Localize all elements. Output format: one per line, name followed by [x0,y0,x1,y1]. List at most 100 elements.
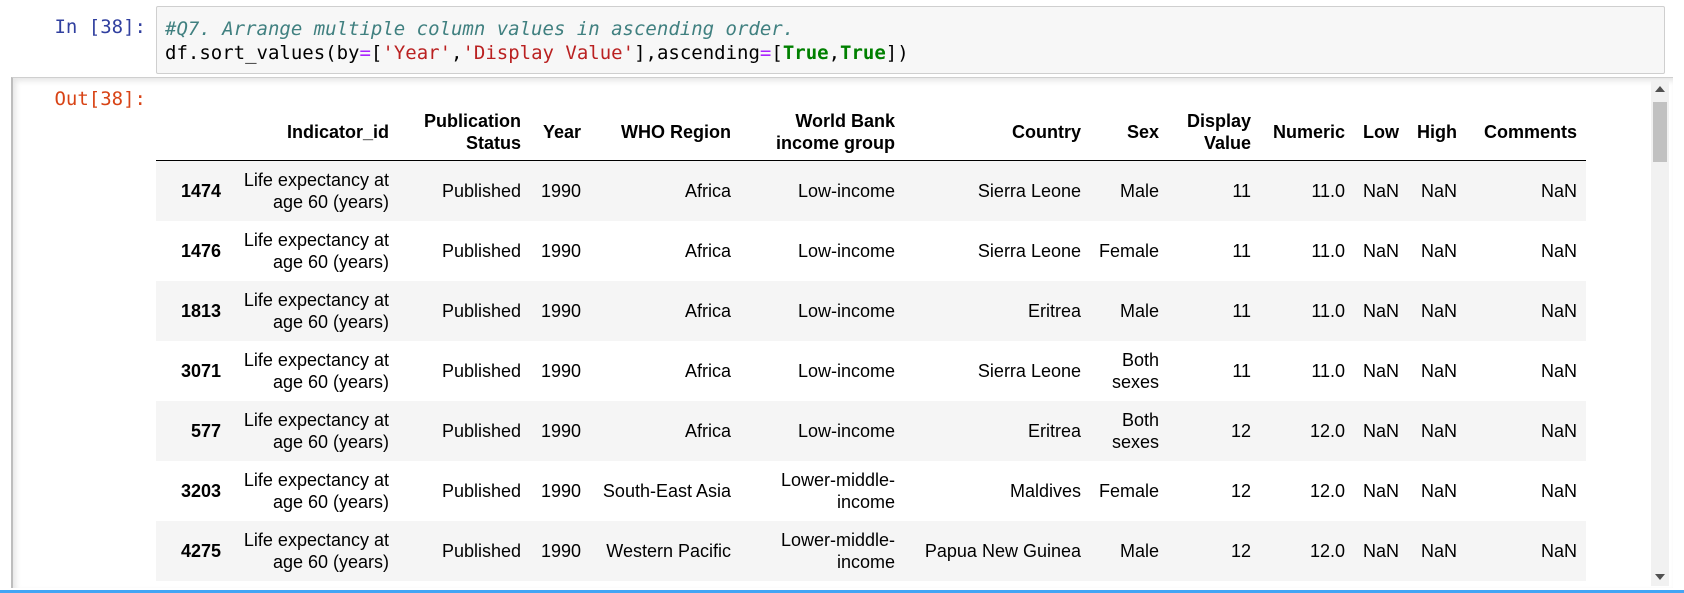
vertical-scrollbar[interactable] [1651,80,1669,586]
column-header: Indicator_id [230,104,398,161]
table-row: 577 Life expectancy at age 60 (years) Pu… [156,401,1587,461]
code-comment-line: #Q7. Arrange multiple column values in a… [165,18,795,40]
table-cell: 11 [1232,301,1252,321]
column-header: WHO Region [590,104,740,161]
row-index: 1813 [180,301,221,321]
table-cell: 11.0 [1311,301,1346,321]
table-cell: Male [1120,181,1160,201]
table-cell: NaN [1363,541,1400,561]
table-cell: 11 [1232,241,1252,261]
code-keyword: True [782,42,829,64]
table-cell: Female [1099,481,1160,501]
table-cell: Male [1120,541,1160,561]
table-cell: Sierra Leone [977,241,1081,261]
table-cell: Male [1120,301,1160,321]
row-index: 577 [190,421,221,441]
table-header-row: Indicator_id Publication Status Year WHO… [156,104,1587,161]
table-row: 3203 Life expectancy at age 60 (years) P… [156,461,1586,521]
table-cell: 11 [1232,181,1252,201]
column-header: Low [1354,104,1409,161]
code-line: df.sort_values(by=['Year','Display Value… [165,41,1664,65]
table-cell: 11.0 [1311,361,1346,381]
table-cell: Life expectancy at age 60 (years) [243,290,389,332]
table-cell: 12.0 [1309,541,1346,561]
table-cell: 1990 [540,541,581,561]
table-row: 4275 Life expectancy at age 60 (years) P… [156,521,1587,581]
next-cell-selection-bar [0,590,1684,593]
table-cell: 11 [1232,361,1252,381]
code-token: , [451,42,463,64]
table-cell: Eritrea [1027,301,1081,321]
scrollbar-thumb[interactable] [1653,102,1667,162]
code-keyword: True [840,42,886,64]
table-cell: Low-income [797,181,895,201]
table-cell: 12.0 [1309,421,1346,441]
code-string: 'Year' [382,42,452,64]
table-cell: 11.0 [1311,181,1346,201]
table-cell: Life expectancy at age 60 (years) [243,410,389,452]
table-cell: 1990 [540,361,581,381]
table-cell: 12.0 [1309,481,1346,501]
column-header: Numeric [1260,104,1355,161]
table-cell: 1990 [540,481,581,501]
column-header: World Bank income group [740,104,904,161]
table-cell: Both sexes [1112,350,1160,392]
scroll-up-arrow-icon[interactable] [1655,86,1665,92]
dataframe-table: Indicator_id Publication Status Year WHO… [156,104,1587,581]
table-cell: Africa [684,361,731,381]
table-cell: South-East Asia [602,481,731,501]
column-header: Country [904,104,1090,161]
input-prompt: In [38]: [54,16,146,38]
table-cell: 12 [1231,541,1252,561]
row-index: 4275 [180,541,221,561]
table-cell: NaN [1541,541,1578,561]
table-cell: NaN [1541,241,1578,261]
table-cell: Papua New Guinea [924,541,1081,561]
code-token: ]) [885,42,909,64]
table-cell: Africa [684,181,731,201]
code-editor[interactable]: #Q7. Arrange multiple column values in a… [156,6,1665,74]
table-cell: Published [441,421,521,441]
table-cell: Published [441,541,521,561]
table-row: 3071 Life expectancy at age 60 (years) P… [156,341,1586,401]
table-cell: NaN [1363,301,1400,321]
table-cell: 12 [1231,421,1252,441]
code-token: [ [370,42,383,64]
table-cell: Published [441,481,521,501]
table-cell: Life expectancy at age 60 (years) [243,530,389,572]
table-cell: Africa [684,421,731,441]
table-cell: Published [441,301,521,321]
table-cell: NaN [1363,361,1400,381]
table-cell: NaN [1541,361,1578,381]
table-cell: Eritrea [1027,421,1081,441]
code-token: = [359,42,371,64]
table-cell: Low-income [797,241,895,261]
column-header: Comments [1466,104,1587,161]
table-cell: Published [441,361,521,381]
table-cell: Published [441,181,521,201]
row-index: 1476 [180,241,221,261]
table-cell: Life expectancy at age 60 (years) [243,470,389,512]
table-cell: Both sexes [1112,410,1160,452]
code-string: 'Display Value' [462,42,635,64]
table-cell: NaN [1421,241,1458,261]
table-cell: Sierra Leone [977,361,1081,381]
table-cell: Low-income [797,301,895,321]
output-scroll-area[interactable]: Indicator_id Publication Status Year WHO… [156,80,1651,587]
table-cell: Life expectancy at age 60 (years) [243,230,389,272]
column-header: Publication Status [398,104,530,161]
table-cell: NaN [1421,181,1458,201]
table-cell: Sierra Leone [977,181,1081,201]
table-cell: Low-income [797,361,895,381]
table-cell: Lower-middle-income [780,470,895,512]
column-header: High [1408,104,1467,161]
column-header: Year [530,104,590,161]
scroll-down-arrow-icon[interactable] [1655,574,1665,580]
column-header: Sex [1090,104,1169,161]
table-cell: Africa [684,301,731,321]
table-cell: NaN [1363,241,1400,261]
code-token: [ [771,42,783,64]
table-cell: NaN [1421,421,1458,441]
table-cell: Africa [684,241,731,261]
table-cell: Maldives [1009,481,1081,501]
